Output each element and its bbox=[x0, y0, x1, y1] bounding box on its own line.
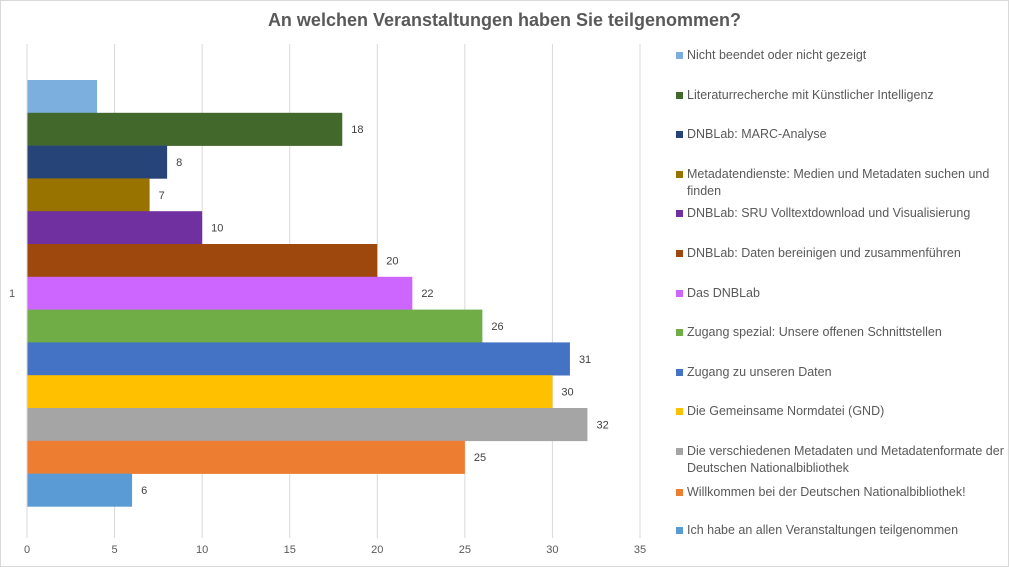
legend-item: Willkommen bei der Deutschen Nationalbib… bbox=[676, 484, 1005, 501]
legend-swatch-icon bbox=[676, 369, 683, 376]
x-tick-label: 15 bbox=[284, 544, 296, 556]
legend-label: Willkommen bei der Deutschen Nationalbib… bbox=[687, 485, 966, 499]
legend-item: Zugang spezial: Unsere offenen Schnittst… bbox=[676, 324, 1005, 341]
bar bbox=[27, 309, 483, 343]
legend-item: DNBLab: MARC-Analyse bbox=[676, 126, 1005, 143]
data-label: 8 bbox=[176, 157, 182, 169]
legend-swatch-icon bbox=[676, 448, 683, 455]
data-label: 7 bbox=[159, 190, 165, 202]
legend-item: Nicht beendet oder nicht gezeigt bbox=[676, 47, 1005, 64]
x-tick-label: 30 bbox=[546, 544, 558, 556]
legend-label: DNBLab: SRU Volltextdownload und Visuali… bbox=[687, 206, 971, 220]
legend-label: Die verschiedenen Metadaten und Metadate… bbox=[687, 444, 1004, 475]
bar bbox=[27, 473, 133, 507]
data-label: 20 bbox=[386, 255, 398, 267]
bar bbox=[27, 276, 413, 310]
legend-swatch-icon bbox=[676, 250, 683, 257]
x-tick-label: 35 bbox=[634, 544, 646, 556]
legend-swatch-icon bbox=[676, 527, 683, 534]
x-tick-label: 25 bbox=[459, 544, 471, 556]
bar bbox=[27, 112, 343, 146]
bar bbox=[27, 145, 168, 179]
data-labels: 18 8 7 10 20 22 26 31 30 32 25 6 bbox=[141, 124, 609, 497]
x-axis: 0 5 10 15 20 25 30 35 bbox=[24, 544, 646, 556]
legend-item: DNBLab: SRU Volltextdownload und Visuali… bbox=[676, 205, 1005, 222]
legend-swatch-icon bbox=[676, 52, 683, 59]
bar bbox=[27, 178, 150, 212]
legend-item: Literaturrecherche mit Künstlicher Intel… bbox=[676, 87, 1005, 104]
bar bbox=[27, 211, 203, 245]
legend-swatch-icon bbox=[676, 489, 683, 496]
data-label: 32 bbox=[596, 419, 608, 431]
y-axis: 1 bbox=[9, 44, 28, 538]
legend-item: Metadatendienste: Medien und Metadaten s… bbox=[676, 166, 1005, 200]
legend-swatch-icon bbox=[676, 329, 683, 336]
legend-label: Die Gemeinsame Normdatei (GND) bbox=[687, 404, 885, 418]
data-label: 26 bbox=[491, 321, 503, 333]
legend-label: Ich habe an allen Veranstaltungen teilge… bbox=[687, 523, 959, 537]
bar bbox=[27, 80, 98, 114]
legend-item: DNBLab: Daten bereinigen und zusammenfüh… bbox=[676, 245, 1005, 262]
legend-label: Metadatendienste: Medien und Metadaten s… bbox=[687, 167, 990, 198]
legend-item: Ich habe an allen Veranstaltungen teilge… bbox=[676, 522, 1005, 539]
bar bbox=[27, 440, 465, 474]
bars bbox=[27, 80, 588, 507]
data-label: 18 bbox=[351, 124, 363, 136]
x-tick-label: 10 bbox=[196, 544, 208, 556]
legend-swatch-icon bbox=[676, 92, 683, 99]
legend-swatch-icon bbox=[676, 290, 683, 297]
legend-item: Die verschiedenen Metadaten und Metadate… bbox=[676, 443, 1005, 477]
data-label: 31 bbox=[579, 354, 591, 366]
bar bbox=[27, 342, 570, 376]
data-label: 22 bbox=[421, 288, 433, 300]
legend-label: Literaturrecherche mit Künstlicher Intel… bbox=[687, 88, 934, 102]
legend-item: Die Gemeinsame Normdatei (GND) bbox=[676, 403, 1005, 420]
data-label: 25 bbox=[474, 452, 486, 464]
legend-label: DNBLab: MARC-Analyse bbox=[687, 127, 827, 141]
legend-swatch-icon bbox=[676, 210, 683, 217]
legend-label: Das DNBLab bbox=[687, 286, 760, 300]
y-category-label: 1 bbox=[9, 288, 15, 300]
legend-swatch-icon bbox=[676, 131, 683, 138]
legend-label: Zugang zu unseren Daten bbox=[687, 365, 832, 379]
legend-item: Zugang zu unseren Daten bbox=[676, 364, 1005, 381]
data-label: 10 bbox=[211, 223, 223, 235]
x-tick-label: 5 bbox=[112, 544, 118, 556]
chart-title: An welchen Veranstaltungen haben Sie tei… bbox=[267, 10, 742, 30]
legend-swatch-icon bbox=[676, 408, 683, 415]
x-tick-label: 0 bbox=[24, 544, 30, 556]
legend-label: Nicht beendet oder nicht gezeigt bbox=[687, 48, 867, 62]
data-label: 30 bbox=[561, 387, 573, 399]
legend-label: DNBLab: Daten bereinigen und zusammenfüh… bbox=[687, 246, 961, 260]
x-tick-label: 20 bbox=[371, 544, 383, 556]
bar bbox=[27, 244, 378, 278]
legend-swatch-icon bbox=[676, 171, 683, 178]
bar bbox=[27, 375, 553, 409]
data-label: 6 bbox=[141, 485, 147, 497]
bar bbox=[27, 408, 588, 442]
legend-label: Zugang spezial: Unsere offenen Schnittst… bbox=[687, 325, 942, 339]
legend-item: Das DNBLab bbox=[676, 285, 1005, 302]
